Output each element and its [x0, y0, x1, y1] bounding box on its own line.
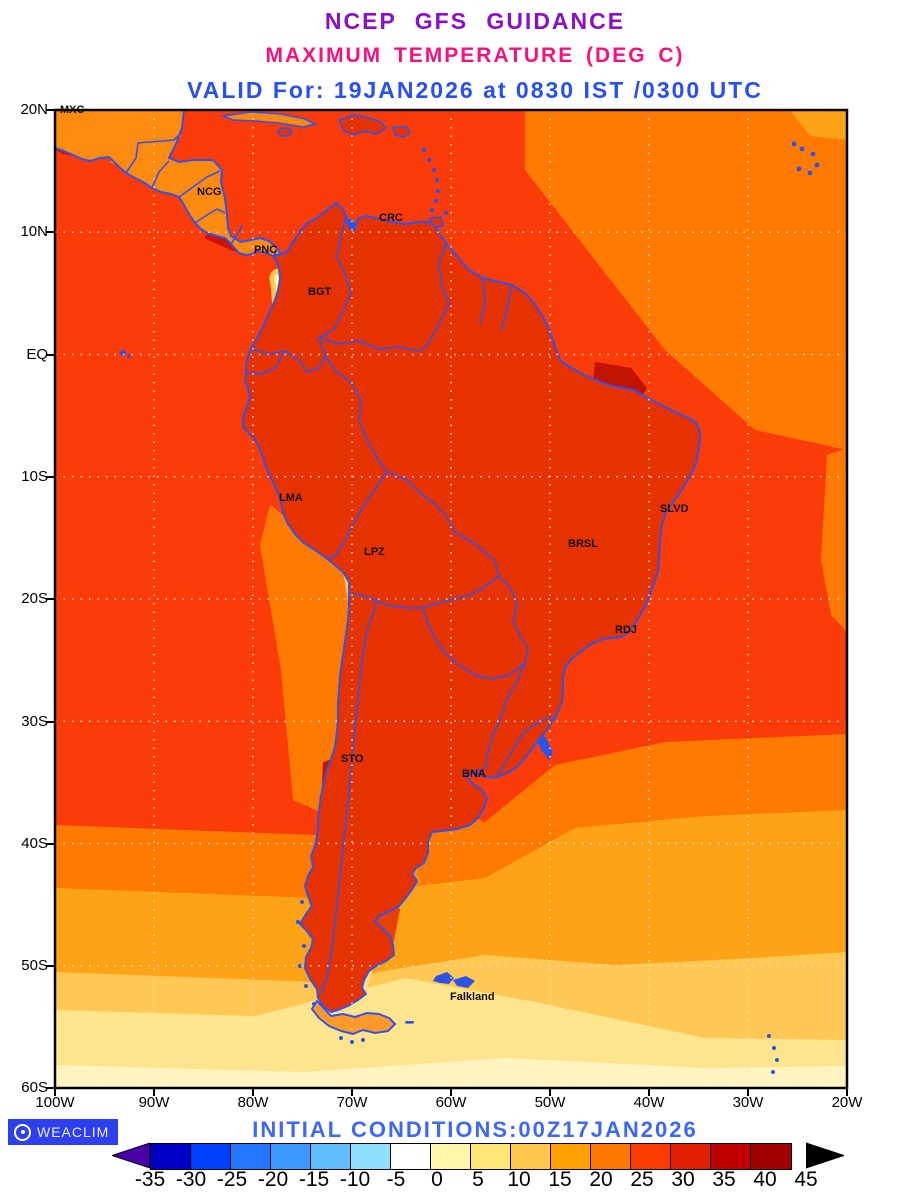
lat-label-60S: 60S	[21, 1079, 48, 1096]
colorbar-segment-25-to-30	[631, 1144, 671, 1169]
lon-label-70W: 70W	[336, 1094, 368, 1111]
colorbar-tick-10: 10	[507, 1168, 531, 1191]
city-label-pnc: PNC	[254, 244, 278, 256]
city-label-falkland: Falkland	[450, 991, 495, 1003]
city-label-bna: BNA	[462, 768, 486, 780]
lon-label-80W: 80W	[237, 1094, 269, 1111]
lon-label-20W: 20W	[831, 1094, 863, 1111]
country-borders	[125, 131, 557, 995]
city-label-bgt: BGT	[308, 286, 332, 298]
lat-label-20S: 20S	[21, 590, 48, 607]
colorbar-tick-35: 35	[712, 1168, 736, 1191]
city-label-slvd: SLVD	[660, 503, 689, 515]
weaclim-logo: WEACLIM	[8, 1119, 119, 1145]
small-islands	[120, 141, 820, 1074]
colorbar-tick-5: 5	[472, 1168, 484, 1191]
ocean-ne-region	[525, 110, 847, 450]
colorbar	[150, 1143, 792, 1170]
colorbar-tick-labels: -35 -30 -25 -20 -15 -10 -5 0 5 10 15 20 25 30 35 40 45	[135, 1168, 818, 1194]
colorbar-segment--10-to--5	[351, 1144, 391, 1169]
temperature-map	[46, 108, 849, 1096]
falkland-islands	[433, 972, 475, 988]
colorbar-segment--35-to--30	[151, 1144, 191, 1169]
lon-label-40W: 40W	[633, 1094, 665, 1111]
initial-conditions-line: INITIAL CONDITIONS:00Z17JAN2026	[252, 1117, 698, 1142]
colorbar-segment-10-to-15	[511, 1144, 551, 1169]
colorbar-tick-0: 0	[431, 1168, 443, 1191]
colorbar-tick-30: 30	[671, 1168, 695, 1191]
colorbar-tick-20: 20	[589, 1168, 613, 1191]
ocean-band-5-10	[55, 978, 847, 1088]
lat-label-10N: 10N	[20, 223, 48, 240]
cuba-island	[219, 111, 318, 128]
colorbar-tick-25: 25	[630, 1168, 654, 1191]
axis-ticks	[46, 109, 848, 1096]
colorbar-segment-30-to-35	[671, 1144, 711, 1169]
city-label-ncg: NCG	[197, 186, 222, 198]
colorbar-segment--5-to-0	[391, 1144, 431, 1169]
colorbar-tick--25: -25	[216, 1168, 248, 1191]
lat-label-30S: 30S	[21, 713, 48, 730]
colorbar-segment--25-to--20	[231, 1144, 271, 1169]
colorbar-tick--20: -20	[257, 1168, 289, 1191]
colorbar-tick-45: 45	[794, 1168, 818, 1191]
lat-label-EQ: EQ	[26, 346, 48, 363]
colorbar-right-arrow	[806, 1142, 844, 1169]
city-label-rdj: RDJ	[615, 624, 638, 636]
lon-label-30W: 30W	[732, 1094, 764, 1111]
city-label-mxc: MXC	[60, 104, 85, 116]
ocean-humboldt-strip	[260, 505, 357, 815]
puerto-rico-island	[391, 126, 412, 138]
jamaica-island	[277, 127, 293, 137]
lon-label-60W: 60W	[435, 1094, 467, 1111]
hispaniola-island	[337, 114, 388, 136]
colorbar-tick--5: -5	[386, 1168, 406, 1191]
colorbar-segment-15-to-20	[551, 1144, 591, 1169]
lat-label-10S: 10S	[21, 468, 48, 485]
colorbar-segment-5-to-10	[471, 1144, 511, 1169]
map-graphics-layer	[55, 110, 847, 1088]
city-label-lpz: LPZ	[364, 546, 385, 558]
colorbar-segment-40-to-45	[751, 1144, 791, 1169]
colorbar-tick-40: 40	[753, 1168, 777, 1191]
lon-label-50W: 50W	[534, 1094, 566, 1111]
ocean-east-strip	[821, 448, 847, 632]
colorbar-segment-35-to-40	[711, 1144, 751, 1169]
map-frame	[53, 108, 849, 1090]
lon-label-90W: 90W	[138, 1094, 170, 1111]
grid-lines	[55, 110, 847, 1088]
header: NCEP GFS GUIDANCE MAXIMUM TEMPERATURE (D…	[55, 0, 895, 104]
colorbar-tick-15: 15	[548, 1168, 572, 1191]
colorbar-left-arrow	[112, 1142, 150, 1169]
page-title: NCEP GFS GUIDANCE	[324, 8, 626, 34]
colorbar-segment--30-to--25	[191, 1144, 231, 1169]
colorbar-segment-0-to-5	[431, 1144, 471, 1169]
lat-label-20N: 20N	[20, 101, 48, 118]
city-label-lma: LMA	[279, 492, 303, 504]
logo-text: WEACLIM	[37, 1124, 110, 1140]
page-subtitle: MAXIMUM TEMPERATURE (DEG C)	[265, 44, 685, 67]
colorbar-tick--30: -30	[175, 1168, 207, 1191]
lat-label-50S: 50S	[21, 957, 48, 974]
colorbar-segment--20-to--15	[271, 1144, 311, 1169]
lat-label-40S: 40S	[21, 835, 48, 852]
colorbar-tick--15: -15	[298, 1168, 330, 1191]
city-label-crc: CRC	[379, 212, 403, 224]
colorbar-tick--10: -10	[339, 1168, 371, 1191]
colorbar-segment--15-to--10	[311, 1144, 351, 1169]
city-label-brsl: BRSL	[568, 538, 598, 550]
logo-ring-icon	[14, 1123, 31, 1141]
ocean-ne-corner	[790, 110, 847, 140]
map-area	[46, 108, 849, 1096]
colorbar-segment-20-to-25	[591, 1144, 631, 1169]
valid-time-line: VALID For: 19JAN2026 at 0830 IST /0300 U…	[187, 77, 763, 103]
lon-label-100W: 100W	[35, 1094, 75, 1111]
colorbar-tick--35: -35	[134, 1168, 166, 1191]
caribbean-islands	[219, 111, 444, 229]
city-label-sto: STO	[341, 753, 364, 765]
